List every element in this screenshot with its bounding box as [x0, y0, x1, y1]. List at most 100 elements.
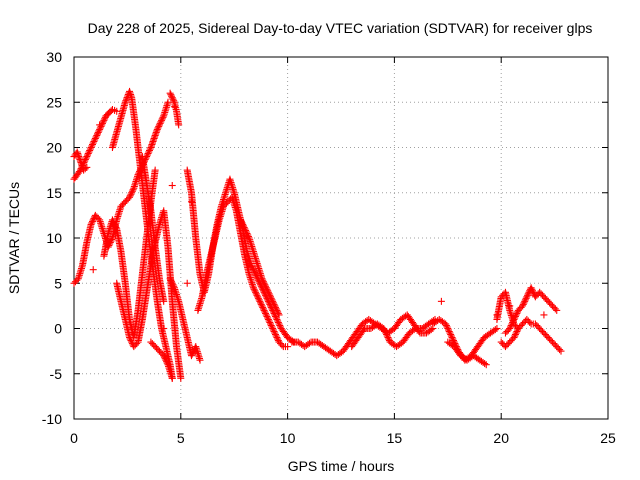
data-point — [447, 331, 455, 339]
data-point — [380, 325, 388, 332]
data-point — [449, 337, 457, 345]
x-tick-label: 15 — [387, 430, 403, 446]
data-point — [84, 150, 92, 158]
x-axis-label: GPS time / hours — [288, 458, 395, 474]
data-point — [269, 325, 277, 332]
data-point — [529, 287, 537, 295]
data-point — [510, 334, 518, 342]
data-point — [272, 332, 280, 340]
data-point — [247, 261, 255, 269]
data-point — [169, 281, 177, 289]
data-point — [522, 294, 530, 302]
data-point — [143, 151, 151, 159]
data-point — [284, 343, 292, 351]
data-point — [445, 326, 453, 334]
data-point — [240, 223, 248, 231]
data-point — [251, 269, 259, 277]
data-point — [163, 359, 171, 367]
data-point — [87, 144, 95, 151]
data-point — [91, 134, 99, 142]
data-point — [167, 91, 175, 99]
data-point — [168, 94, 176, 102]
data-point — [243, 229, 251, 237]
data-point — [506, 323, 514, 331]
data-point — [258, 275, 266, 283]
data-point — [493, 311, 501, 319]
x-tick-label: 10 — [280, 430, 296, 446]
data-point — [448, 334, 456, 342]
series-arc-11 — [183, 166, 298, 346]
data-point — [111, 220, 119, 228]
data-point — [261, 281, 269, 289]
data-point — [252, 270, 260, 278]
data-point — [82, 154, 90, 162]
y-tick-label: 10 — [46, 230, 62, 246]
data-point — [248, 263, 256, 271]
y-tick-label: 20 — [46, 140, 62, 156]
data-point — [177, 374, 185, 382]
data-point — [493, 325, 501, 332]
data-point — [170, 97, 178, 105]
data-point — [385, 335, 393, 343]
data-point — [509, 318, 517, 326]
data-point — [256, 297, 264, 305]
data-point — [175, 121, 183, 129]
data-point — [260, 306, 268, 314]
data-point — [238, 219, 246, 227]
data-point — [264, 288, 272, 296]
data-point — [109, 217, 117, 225]
y-tick-label: -10 — [42, 411, 62, 427]
data-point — [160, 353, 168, 361]
data-point — [446, 329, 454, 337]
data-point — [269, 326, 277, 334]
data-point — [491, 326, 499, 334]
data-points — [70, 87, 565, 382]
data-point — [101, 115, 109, 123]
data-point — [273, 315, 281, 323]
data-point — [145, 147, 153, 155]
data-point — [187, 198, 195, 206]
data-point — [270, 328, 278, 336]
data-point — [127, 190, 135, 198]
data-point — [255, 296, 263, 304]
chart-title: Day 228 of 2025, Sidereal Day-to-day VTE… — [88, 20, 593, 36]
series-arc-16 — [429, 315, 501, 364]
data-point — [111, 222, 119, 230]
data-point — [521, 296, 529, 304]
data-point — [244, 232, 252, 240]
data-point — [275, 311, 283, 319]
data-point — [269, 299, 277, 307]
data-point — [189, 349, 197, 357]
data-point — [75, 168, 83, 176]
data-point — [155, 122, 163, 130]
data-point — [128, 187, 136, 195]
data-point — [265, 317, 273, 325]
data-point — [511, 331, 519, 339]
data-point — [93, 130, 101, 138]
data-point — [443, 323, 451, 331]
data-point — [158, 116, 166, 124]
x-tick-label: 20 — [493, 430, 509, 446]
data-point — [146, 145, 154, 153]
data-point — [274, 309, 282, 317]
x-tick-label: 0 — [70, 430, 78, 446]
data-point — [127, 337, 135, 345]
data-point — [126, 335, 134, 343]
data-point — [81, 165, 89, 173]
data-point — [170, 103, 178, 111]
data-point — [250, 285, 258, 293]
data-point — [196, 356, 204, 364]
data-point — [267, 293, 275, 301]
data-point — [161, 355, 169, 363]
data-point — [524, 291, 532, 299]
data-point — [166, 89, 174, 97]
data-point — [528, 285, 536, 293]
data-point — [145, 148, 153, 156]
data-point — [89, 217, 97, 225]
data-point — [510, 315, 518, 323]
data-point — [540, 311, 548, 319]
data-point — [126, 334, 134, 342]
data-point — [519, 302, 527, 310]
data-point — [259, 305, 267, 313]
data-point — [241, 225, 249, 233]
